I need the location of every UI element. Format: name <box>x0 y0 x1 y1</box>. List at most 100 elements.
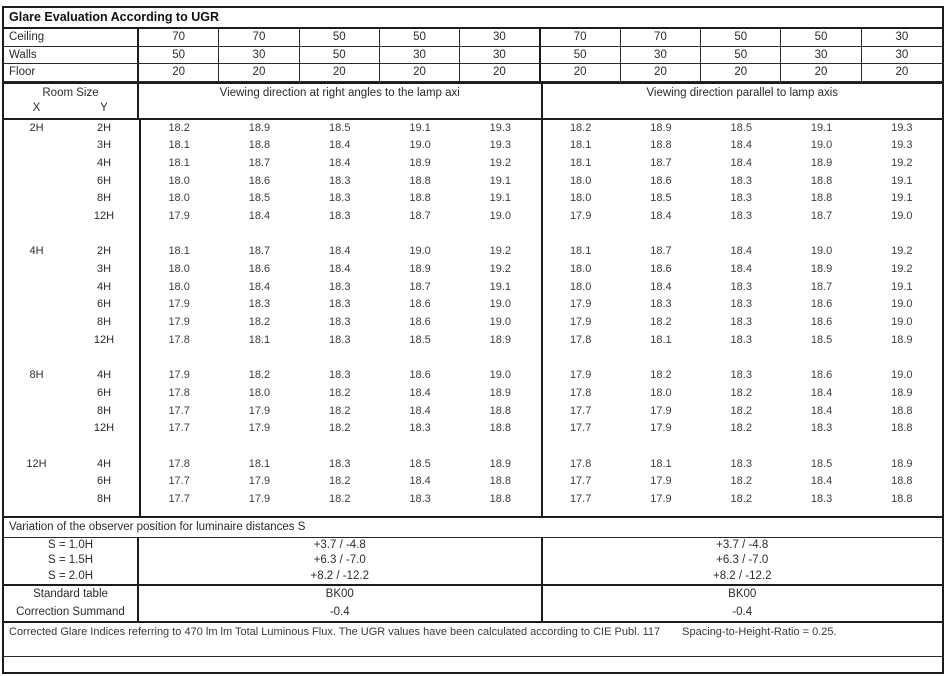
ugr-value: 17.7 <box>569 492 592 505</box>
room-size-x-value <box>4 438 69 456</box>
ugr-value: 18.1 <box>569 245 592 258</box>
ugr-value: 18.3 <box>730 298 752 311</box>
ugr-row: 6H 18.0 18.6 18.3 18.8 19.1 18.0 18.6 18… <box>4 173 942 191</box>
ugr-value <box>862 349 942 367</box>
ugr-value: 18.5 <box>650 192 672 205</box>
ugr-value: 18.4 <box>730 139 752 152</box>
ugr-value: 17.9 <box>168 298 190 311</box>
room-size-x-value <box>4 473 69 491</box>
ugr-value: 17.9 <box>248 404 271 417</box>
room-size-title: Room Size <box>42 86 99 99</box>
ugr-value <box>541 349 621 367</box>
ugr-value: 18.1 <box>248 333 271 346</box>
ugr-value: 18.9 <box>489 333 512 346</box>
room-size-header: Room Size X Y <box>4 83 139 118</box>
viewing-direction-right-header: Viewing direction parallel to lamp axis <box>540 83 943 118</box>
ugr-value: 18.2 <box>329 475 351 488</box>
room-size-x-value <box>4 173 69 191</box>
surface-value: 20 <box>219 64 300 81</box>
ugr-value: 19.0 <box>891 316 913 329</box>
ugr-value: 19.1 <box>409 121 431 134</box>
ugr-value: 19.2 <box>489 156 512 169</box>
ugr-value: 18.0 <box>168 263 190 275</box>
ugr-value: 19.3 <box>489 121 512 134</box>
ugr-value: 17.8 <box>569 457 592 470</box>
ugr-value: 19.0 <box>891 369 913 382</box>
surface-value: 20 <box>139 64 220 81</box>
standard-value-left: -0.4 <box>329 605 350 618</box>
surface-value: 30 <box>380 46 461 63</box>
surface-value: 20 <box>701 64 782 81</box>
ugr-value: 18.5 <box>810 333 833 346</box>
ugr-value: 17.7 <box>168 475 190 488</box>
ugr-value: 19.0 <box>891 209 913 222</box>
ugr-value <box>139 226 219 244</box>
surface-value: 50 <box>300 46 380 63</box>
ugr-value: 18.3 <box>409 492 431 505</box>
ugr-value: 17.7 <box>569 475 592 488</box>
ugr-value <box>139 438 219 456</box>
ugr-value: 19.0 <box>810 245 833 258</box>
ugr-value: 18.2 <box>329 404 351 417</box>
ugr-value: 18.3 <box>810 422 833 435</box>
ugr-value: 18.6 <box>810 369 833 382</box>
ugr-value: 18.3 <box>329 192 351 205</box>
ugr-value: 18.8 <box>409 192 431 205</box>
ugr-value <box>621 349 701 367</box>
surface-value: 70 <box>621 29 702 46</box>
ugr-value: 18.0 <box>569 174 592 187</box>
ugr-value: 17.8 <box>168 333 190 346</box>
ugr-value: 17.9 <box>569 209 592 222</box>
room-size-y-value: 4H <box>96 369 112 382</box>
ugr-value: 17.9 <box>168 316 190 329</box>
ugr-value: 18.6 <box>409 369 431 382</box>
standard-row-label: Correction Summand <box>4 603 139 621</box>
room-size-y-value: 8H <box>96 492 112 505</box>
ugr-value: 19.0 <box>489 298 512 311</box>
standard-row: Correction Summand -0.4 -0.4 <box>4 603 942 621</box>
ugr-values-grid: 2H 2H 18.2 18.9 18.5 19.1 19.3 18.2 18.9… <box>4 119 942 516</box>
ugr-value <box>862 438 942 456</box>
ugr-value: 18.7 <box>810 280 833 293</box>
ugr-row <box>4 226 942 244</box>
ugr-value: 18.3 <box>730 209 752 222</box>
ugr-value: 17.8 <box>569 386 592 399</box>
surface-value: 20 <box>541 64 621 81</box>
ugr-value: 18.6 <box>409 316 431 329</box>
ugr-value: 18.4 <box>650 280 672 293</box>
ugr-value: 19.3 <box>489 139 512 152</box>
ugr-value: 18.3 <box>730 369 752 382</box>
ugr-value: 19.0 <box>409 245 431 258</box>
room-size-y-value: 8H <box>96 404 112 417</box>
room-size-x-value <box>4 296 69 314</box>
ugr-row: 12H 17.9 18.4 18.3 18.7 19.0 17.9 18.4 1… <box>4 208 942 226</box>
ugr-value <box>541 226 621 244</box>
ugr-value: 18.3 <box>329 209 351 222</box>
ugr-value: 19.2 <box>891 263 913 275</box>
ugr-value: 19.2 <box>891 245 913 258</box>
room-size-x-value <box>4 208 69 226</box>
ugr-row: 6H 17.9 18.3 18.3 18.6 19.0 17.9 18.3 18… <box>4 296 942 314</box>
ugr-value <box>541 438 621 456</box>
variation-value-right: +8.2 / -12.2 <box>540 568 943 584</box>
standard-row-label: Standard table <box>4 586 139 604</box>
ugr-value: 18.4 <box>329 156 351 169</box>
room-size-y-value <box>69 349 139 367</box>
ugr-value: 17.7 <box>569 422 592 435</box>
ugr-value: 18.3 <box>730 192 752 205</box>
room-size-x-value <box>4 403 69 421</box>
surface-value: 20 <box>300 64 380 81</box>
ugr-value: 18.2 <box>569 121 592 134</box>
ugr-value: 18.7 <box>248 245 271 258</box>
ugr-value: 18.2 <box>730 404 752 417</box>
ugr-value: 19.3 <box>891 121 913 134</box>
ugr-value: 18.5 <box>409 333 431 346</box>
ugr-value: 18.4 <box>409 475 431 488</box>
surface-row: Floor 20 20 20 20 20 20 20 20 20 20 <box>4 64 942 82</box>
ugr-value: 19.1 <box>489 280 512 293</box>
ugr-value: 19.2 <box>891 156 913 169</box>
ugr-value: 18.1 <box>569 156 592 169</box>
ugr-value: 18.8 <box>810 192 833 205</box>
ugr-row: 8H 17.7 17.9 18.2 18.4 18.8 17.7 17.9 18… <box>4 403 942 421</box>
variation-row: S = 1.0H +3.7 / -4.8 +3.7 / -4.8 <box>4 537 942 553</box>
